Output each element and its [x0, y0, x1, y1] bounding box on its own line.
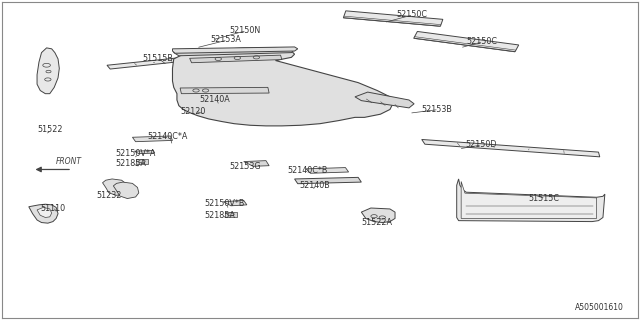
Polygon shape [294, 177, 362, 184]
Polygon shape [173, 47, 298, 53]
Polygon shape [362, 208, 395, 222]
Polygon shape [414, 31, 519, 52]
Polygon shape [225, 212, 237, 217]
Text: 51515B: 51515B [142, 54, 173, 63]
Text: 52150V*A: 52150V*A [115, 149, 156, 158]
Polygon shape [223, 200, 247, 206]
Polygon shape [306, 168, 349, 173]
Polygon shape [189, 55, 282, 63]
Polygon shape [132, 136, 173, 142]
Text: 52150C: 52150C [396, 10, 428, 19]
Text: 52140C*A: 52140C*A [147, 132, 188, 141]
Polygon shape [29, 204, 58, 223]
Text: 52120: 52120 [180, 107, 205, 116]
Text: 52150C: 52150C [467, 37, 497, 46]
Text: 52140A: 52140A [199, 95, 230, 105]
Text: 51522A: 51522A [362, 218, 392, 227]
Text: 52153A: 52153A [211, 36, 241, 44]
Text: A505001610: A505001610 [575, 303, 624, 312]
Text: 52140B: 52140B [300, 181, 330, 190]
Polygon shape [461, 181, 596, 219]
Text: 52153B: 52153B [422, 105, 452, 114]
Polygon shape [102, 179, 128, 196]
Text: 52185A: 52185A [115, 159, 146, 168]
Polygon shape [344, 11, 443, 26]
Polygon shape [107, 56, 199, 69]
Text: 52153G: 52153G [230, 162, 261, 171]
Polygon shape [355, 92, 414, 108]
Polygon shape [134, 150, 155, 154]
Polygon shape [173, 48, 393, 126]
Polygon shape [37, 48, 60, 94]
Polygon shape [422, 140, 600, 157]
Polygon shape [113, 182, 139, 198]
Polygon shape [136, 159, 148, 164]
Polygon shape [244, 161, 269, 166]
Text: 51110: 51110 [40, 204, 65, 213]
Polygon shape [173, 48, 294, 56]
Polygon shape [457, 179, 605, 221]
Text: 51515C: 51515C [529, 194, 559, 203]
Text: 51522: 51522 [37, 125, 63, 134]
Text: 52150N: 52150N [230, 26, 261, 35]
Polygon shape [37, 207, 52, 218]
Text: 52185A: 52185A [204, 211, 235, 220]
Text: 51232: 51232 [96, 191, 122, 200]
Text: 52150D: 52150D [465, 140, 497, 149]
Polygon shape [180, 87, 269, 94]
Text: 52150V*B: 52150V*B [204, 199, 244, 208]
Text: 52140C*B: 52140C*B [287, 166, 327, 175]
Text: FRONT: FRONT [56, 157, 82, 166]
